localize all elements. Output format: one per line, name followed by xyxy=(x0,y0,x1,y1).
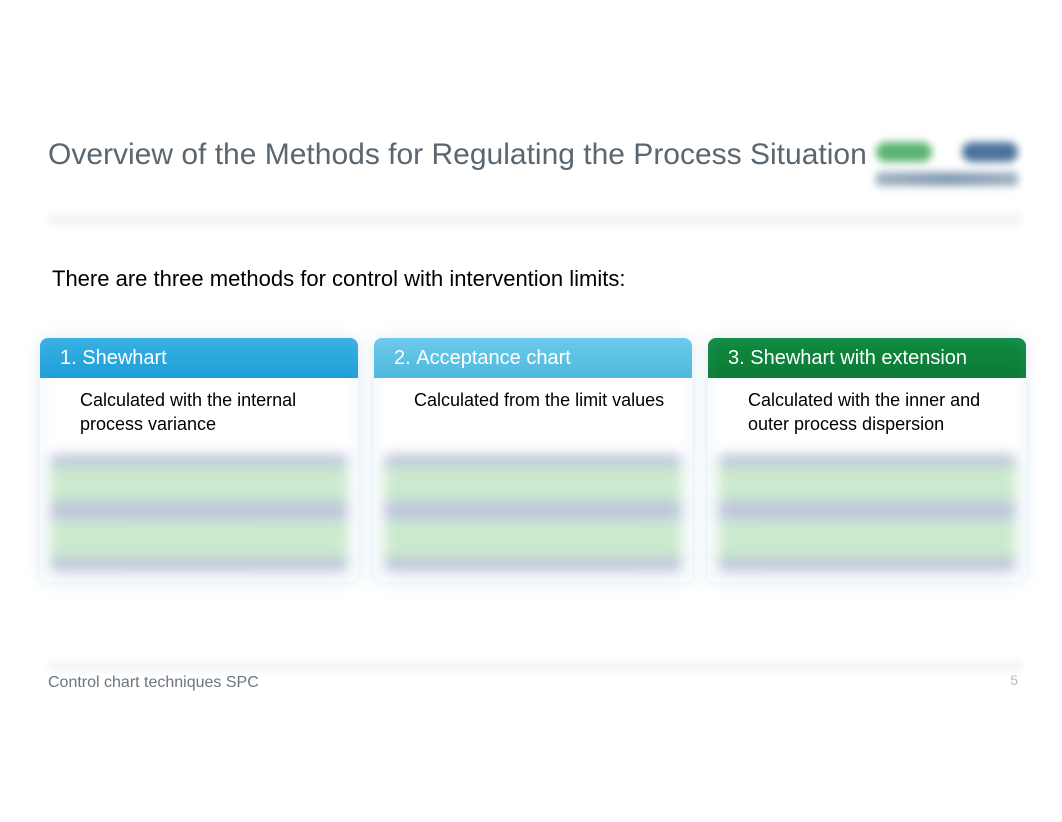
page-number: 5 xyxy=(1010,672,1018,688)
card-desc-3: Calculated with the inner and outer proc… xyxy=(708,378,1026,452)
intro-text: There are three methods for control with… xyxy=(52,266,625,292)
card-head-2: 2. Acceptance chart xyxy=(374,338,692,378)
cards-row: 1. Shewhart Calculated with the internal… xyxy=(40,338,1026,582)
divider-top xyxy=(48,210,1022,228)
card-blur-2 xyxy=(384,454,682,572)
card-num-3: 3. xyxy=(728,347,745,370)
card-shewhart: 1. Shewhart Calculated with the internal… xyxy=(40,338,358,582)
slide: Overview of the Methods for Regulating t… xyxy=(0,0,1062,822)
card-label-2: Acceptance chart xyxy=(416,347,571,370)
card-desc-1: Calculated with the internal process var… xyxy=(40,378,358,452)
logo-pill-green xyxy=(876,142,932,162)
card-acceptance: 2. Acceptance chart Calculated from the … xyxy=(374,338,692,582)
logo-subtext-blur xyxy=(876,172,1018,186)
card-blur-3 xyxy=(718,454,1016,572)
footer-title: Control chart techniques SPC xyxy=(48,674,259,692)
card-desc-2: Calculated from the limit values xyxy=(374,378,692,452)
brand-logo xyxy=(872,140,1022,195)
divider-bottom xyxy=(48,658,1022,674)
page-title: Overview of the Methods for Regulating t… xyxy=(48,138,867,172)
card-num-1: 1. xyxy=(60,347,77,370)
logo-pill-blue xyxy=(962,142,1018,162)
card-head-1: 1. Shewhart xyxy=(40,338,358,378)
card-blur-1 xyxy=(50,454,348,572)
card-label-1: Shewhart xyxy=(82,347,167,370)
card-shewhart-ext: 3. Shewhart with extension Calculated wi… xyxy=(708,338,1026,582)
card-label-3: Shewhart with extension xyxy=(750,347,967,370)
card-num-2: 2. xyxy=(394,347,411,370)
card-head-3: 3. Shewhart with extension xyxy=(708,338,1026,378)
